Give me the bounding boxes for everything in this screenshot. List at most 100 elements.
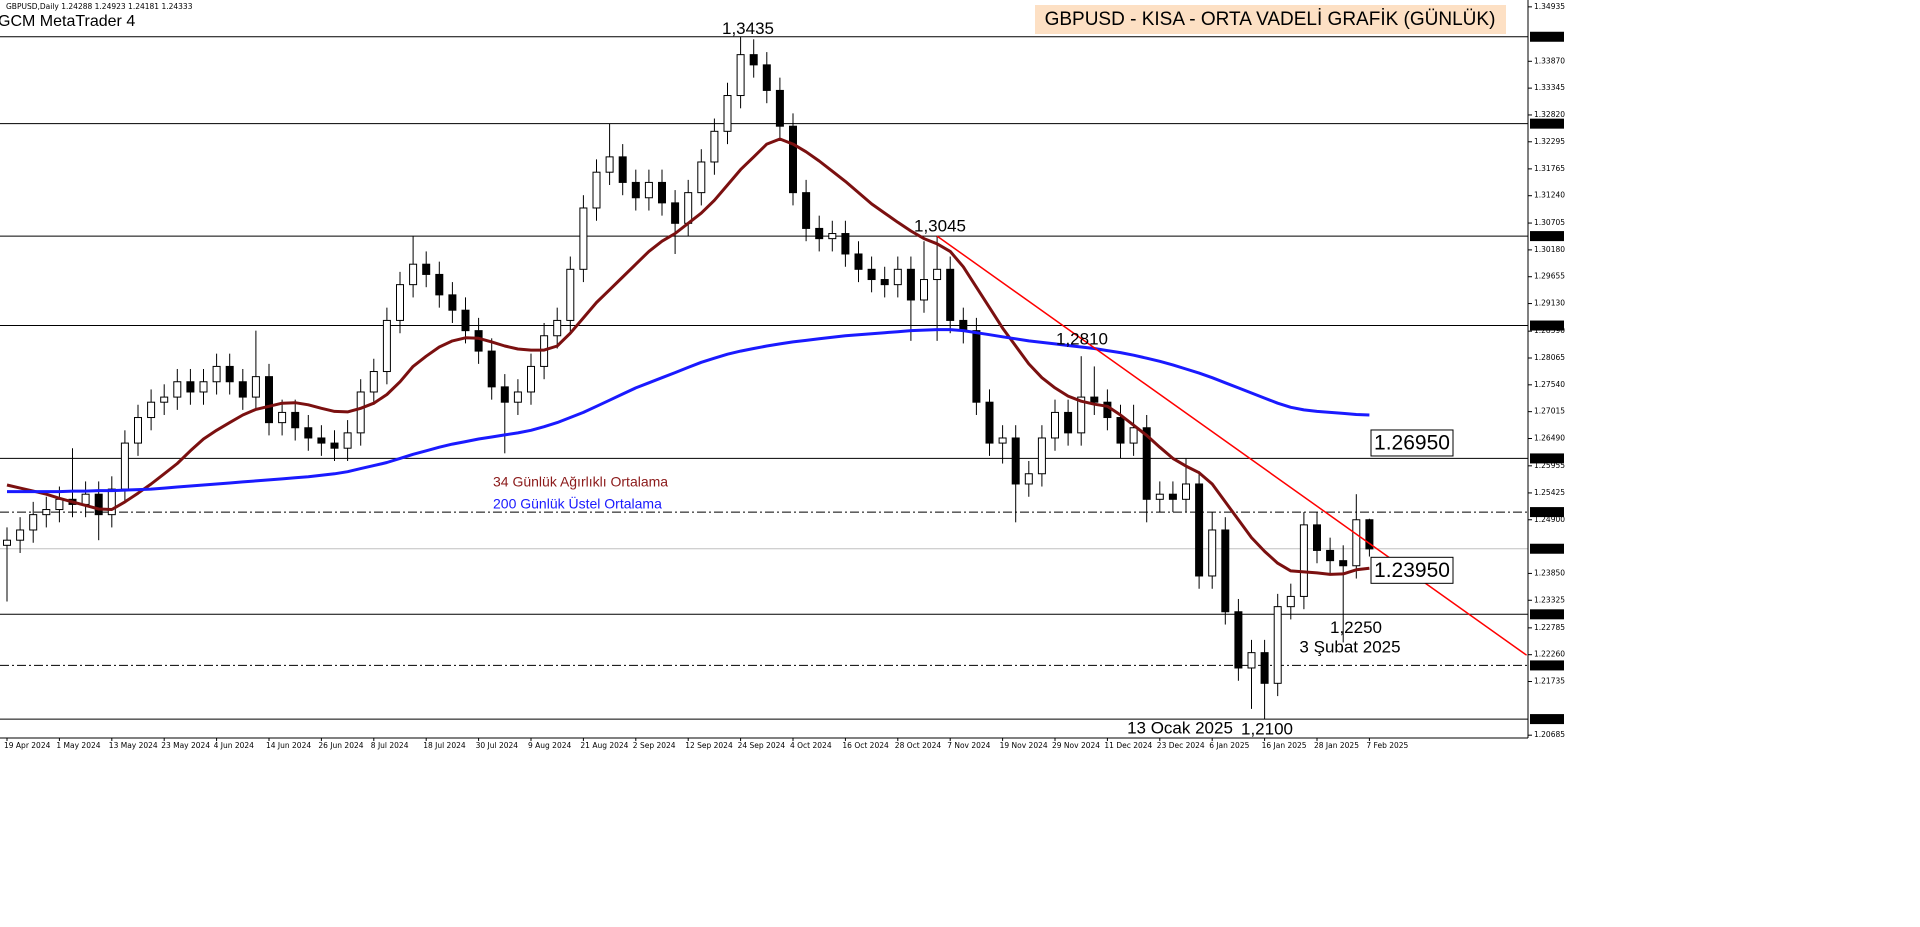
candle-body	[920, 279, 928, 301]
candle-body	[55, 498, 64, 511]
level-label: 1.24333	[1532, 544, 1563, 553]
x-tick-label: 29 Nov 2024	[1052, 741, 1100, 750]
candle-body	[1051, 411, 1059, 439]
candle-body	[147, 401, 156, 419]
level-label: 1.28700	[1532, 321, 1563, 330]
x-tick-label: 26 Jun 2024	[318, 741, 363, 750]
level-label: 1.21000	[1532, 714, 1563, 723]
candle-body	[1339, 560, 1348, 567]
candle-body	[251, 376, 260, 398]
y-tick-label: 1.29130	[1534, 299, 1565, 308]
x-tick-label: 19 Nov 2024	[1000, 741, 1048, 750]
x-tick-label: 16 Jan 2025	[1262, 741, 1307, 750]
level-label-box	[1530, 320, 1564, 331]
y-tick-label: 1.32820	[1534, 110, 1565, 119]
y-tick-label: 1.23325	[1534, 595, 1565, 604]
y-tick-label: 1.34935	[1534, 2, 1565, 11]
candle-body	[265, 376, 273, 424]
level-label-box	[1530, 543, 1564, 554]
candle-body	[422, 263, 431, 275]
price-annotation: 1,2810	[1056, 330, 1108, 349]
y-tick-label: 1.32295	[1534, 137, 1565, 146]
candle-body	[107, 488, 116, 516]
trendline	[936, 235, 1528, 656]
candle-body	[998, 437, 1007, 444]
candle-body	[1260, 652, 1269, 684]
price-annotation: 1,2250	[1330, 618, 1382, 637]
level-label: 1.23050	[1532, 609, 1563, 618]
x-tick-label: 24 Sep 2024	[738, 741, 786, 750]
level-label-box	[1530, 118, 1564, 129]
candle-body	[671, 202, 680, 224]
candle-body	[186, 381, 195, 393]
candle-body	[317, 437, 326, 444]
candle-body	[1064, 411, 1073, 434]
candle-body	[382, 319, 391, 373]
candle-body	[880, 279, 889, 286]
level-label: 1.32650	[1532, 119, 1563, 128]
level-label: 1.26100	[1532, 453, 1563, 462]
candle-body	[396, 284, 404, 321]
candle-body	[749, 54, 758, 66]
candle-body	[1011, 437, 1020, 485]
candle-body	[631, 181, 640, 199]
moving-average	[7, 328, 1370, 494]
x-tick-label: 16 Oct 2024	[842, 741, 889, 750]
candle-body	[435, 273, 444, 296]
callout-label: 1.23950	[1374, 559, 1450, 582]
candle-body	[618, 156, 627, 183]
y-tick-label: 1.23850	[1534, 568, 1565, 577]
y-tick-label: 1.22785	[1534, 623, 1565, 632]
moving-average	[6, 137, 1370, 576]
candle-body	[29, 514, 38, 531]
candle-body	[828, 233, 837, 240]
candle-body	[461, 309, 470, 332]
plot-area	[0, 36, 1528, 720]
level-label: 1.30450	[1532, 231, 1563, 240]
candle-body	[1313, 524, 1321, 551]
y-tick-label: 1.31765	[1534, 164, 1565, 173]
x-tick-label: 11 Dec 2024	[1104, 741, 1152, 750]
candle-body	[933, 268, 942, 281]
symbol-info: GBPUSD,Daily 1.24288 1.24923 1.24181 1.2…	[6, 2, 193, 11]
y-tick-label: 1.20685	[1534, 730, 1565, 739]
candle-body	[867, 268, 876, 281]
level-label-box	[1530, 231, 1564, 242]
candle-body	[238, 381, 247, 398]
candle-body	[212, 365, 221, 383]
candle-body	[789, 125, 797, 194]
y-tick-label: 1.22260	[1534, 650, 1565, 659]
price-annotation: 1,3435	[722, 19, 774, 38]
candle-body	[225, 365, 234, 383]
x-tick-label: 7 Nov 2024	[947, 741, 990, 750]
x-tick-label: 23 Dec 2024	[1157, 741, 1205, 750]
candle-body	[1116, 417, 1125, 444]
candle-body	[278, 411, 287, 424]
legend-entry: 34 Günlük Ağırlıklı Ortalama	[493, 474, 668, 490]
candle-body	[500, 386, 509, 403]
callout-box	[1370, 429, 1454, 457]
candle-body	[723, 95, 732, 132]
x-tick-label: 18 Jul 2024	[423, 741, 466, 750]
candle-body	[1155, 493, 1164, 500]
x-tick-label: 14 Jun 2024	[266, 741, 311, 750]
x-tick-label: 28 Jan 2025	[1314, 741, 1359, 750]
candle-body	[566, 268, 575, 321]
level-label-box	[1530, 507, 1564, 518]
candle-body	[1286, 595, 1295, 608]
candle-body	[1221, 529, 1230, 613]
candle-body	[474, 330, 483, 352]
y-tick-label: 1.29655	[1534, 272, 1565, 281]
candle-body	[1195, 483, 1204, 577]
candle-body	[1326, 549, 1335, 562]
x-tick-label: 21 Aug 2024	[580, 741, 628, 750]
candle-body	[1247, 652, 1256, 669]
level-label-box	[1530, 609, 1564, 620]
y-tick-label: 1.28065	[1534, 353, 1565, 362]
candle-body	[1168, 493, 1177, 500]
y-tick-label: 1.30705	[1534, 218, 1565, 227]
candle-body	[513, 391, 522, 403]
candle-body	[330, 442, 339, 449]
y-tick-label: 1.24900	[1534, 515, 1565, 524]
price-annotation: 1,3045	[914, 217, 966, 236]
